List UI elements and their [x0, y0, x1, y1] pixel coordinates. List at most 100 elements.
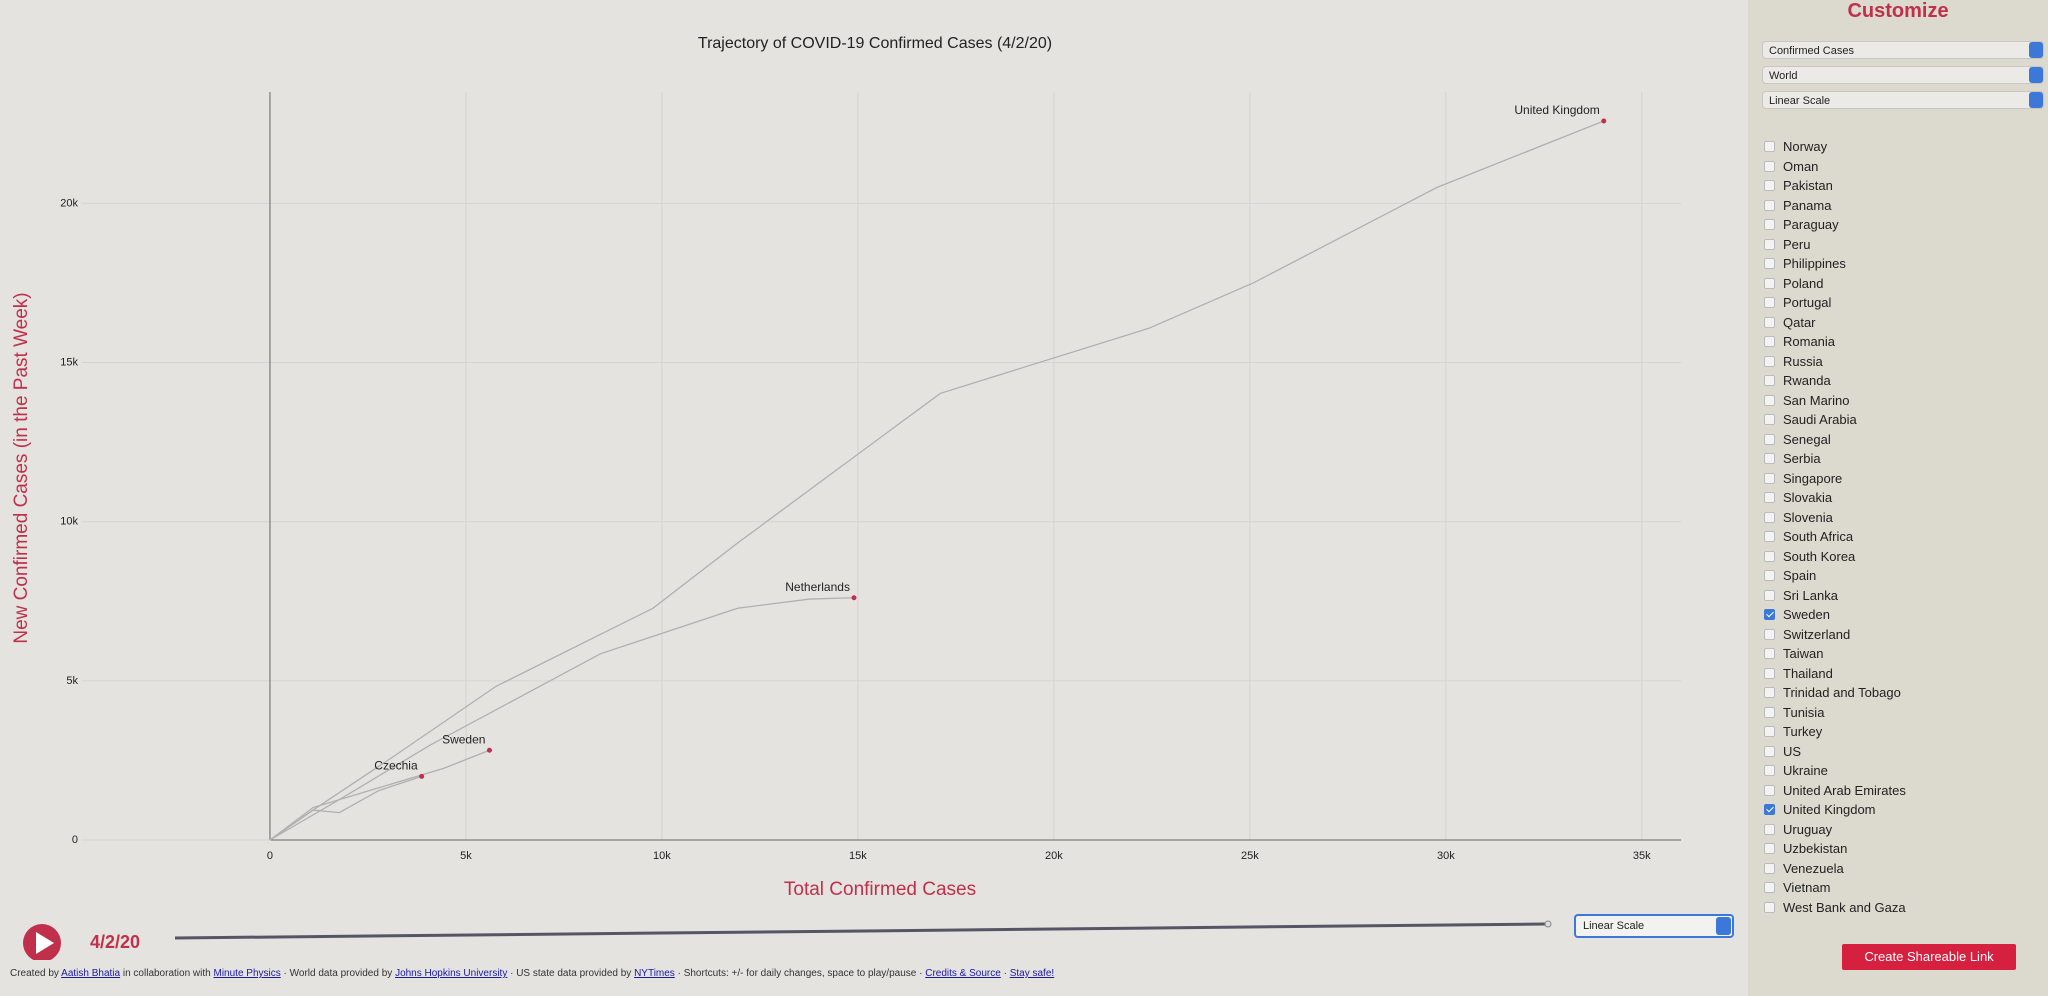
country-option[interactable]: United Arab Emirates [1764, 781, 1906, 800]
checkbox[interactable] [1764, 375, 1775, 386]
country-option[interactable]: Saudi Arabia [1764, 410, 1857, 429]
country-option[interactable]: Venezuela [1764, 859, 1844, 878]
country-option[interactable]: Paraguay [1764, 215, 1839, 234]
checkbox[interactable] [1764, 316, 1775, 328]
country-option[interactable]: Romania [1764, 332, 1835, 351]
checkbox[interactable] [1764, 901, 1775, 913]
country-option[interactable]: Singapore [1764, 469, 1842, 488]
country-option[interactable]: Taiwan [1764, 644, 1823, 663]
country-option[interactable]: Norway [1764, 137, 1827, 156]
checkbox[interactable] [1764, 687, 1775, 698]
country-option[interactable]: South Africa [1764, 527, 1853, 546]
country-option[interactable]: United Kingdom [1764, 800, 1876, 819]
scale-select[interactable] [1574, 914, 1734, 938]
checkbox[interactable] [1764, 394, 1775, 406]
checkbox[interactable] [1764, 862, 1775, 874]
checkbox[interactable] [1764, 492, 1775, 503]
country-option[interactable]: Senegal [1764, 430, 1831, 449]
time-slider[interactable] [174, 922, 1546, 940]
checkbox[interactable] [1764, 238, 1775, 250]
checkbox[interactable] [1764, 882, 1775, 893]
checkbox[interactable] [1764, 765, 1775, 776]
country-option[interactable]: Sri Lanka [1764, 586, 1838, 605]
checkbox[interactable] [1764, 570, 1775, 581]
country-option[interactable]: Tunisia [1764, 703, 1824, 722]
checkbox[interactable] [1764, 745, 1775, 757]
checkbox[interactable] [1764, 141, 1775, 152]
footer-link[interactable]: Johns Hopkins University [395, 968, 508, 979]
country-option[interactable]: Poland [1764, 274, 1823, 293]
country-option[interactable]: Slovakia [1764, 488, 1832, 507]
checkbox[interactable] [1764, 804, 1775, 815]
checkbox[interactable] [1764, 784, 1775, 796]
country-option[interactable]: US [1764, 742, 1801, 761]
checkbox[interactable] [1764, 355, 1775, 367]
country-option[interactable]: Slovenia [1764, 508, 1833, 527]
footer-link[interactable]: Credits & Source [925, 968, 1001, 979]
country-option[interactable]: Uruguay [1764, 820, 1832, 839]
country-option[interactable]: Russia [1764, 352, 1823, 371]
country-option[interactable]: South Korea [1764, 547, 1855, 566]
country-option[interactable]: Portugal [1764, 293, 1831, 312]
slider-thumb[interactable] [1544, 920, 1552, 928]
country-name: Slovenia [1783, 509, 1833, 525]
checkbox[interactable] [1764, 453, 1775, 464]
sidebar-select[interactable]: Linear Scale [1762, 91, 2044, 109]
sidebar-select[interactable]: World [1762, 66, 2044, 84]
checkbox[interactable] [1764, 258, 1775, 269]
checkbox[interactable] [1764, 219, 1775, 230]
checkbox[interactable] [1764, 433, 1775, 445]
checkbox[interactable] [1764, 667, 1775, 679]
country-option[interactable]: Qatar [1764, 313, 1816, 332]
country-option[interactable]: Serbia [1764, 449, 1821, 468]
checkbox[interactable] [1764, 336, 1775, 347]
country-option[interactable]: Uzbekistan [1764, 839, 1847, 858]
country-option[interactable]: Philippines [1764, 254, 1846, 273]
checkbox[interactable] [1764, 414, 1775, 425]
checkbox[interactable] [1764, 706, 1775, 718]
checkbox[interactable] [1764, 726, 1775, 737]
footer-link[interactable]: Aatish Bhatia [61, 968, 121, 979]
country-option[interactable]: Pakistan [1764, 176, 1833, 195]
country-option[interactable]: Ukraine [1764, 761, 1828, 780]
checkbox[interactable] [1764, 511, 1775, 523]
country-option[interactable]: West Bank and Gaza [1764, 898, 1906, 917]
country-name: Pakistan [1783, 178, 1833, 193]
checkbox[interactable] [1764, 472, 1775, 484]
country-option[interactable]: Sweden [1764, 605, 1830, 624]
checkbox[interactable] [1764, 823, 1775, 835]
sidebar-select[interactable]: Confirmed Cases [1762, 41, 2044, 59]
country-option[interactable]: San Marino [1764, 391, 1849, 410]
checkbox[interactable] [1764, 609, 1775, 620]
country-name: US [1783, 743, 1802, 759]
checkbox[interactable] [1764, 180, 1775, 191]
country-option[interactable]: Oman [1764, 157, 1818, 176]
country-option[interactable]: Peru [1764, 235, 1810, 254]
footer-link[interactable]: NYTimes [634, 968, 675, 979]
checkbox[interactable] [1764, 648, 1775, 659]
country-option[interactable]: Panama [1764, 196, 1831, 215]
checkbox[interactable] [1764, 843, 1775, 854]
country-option[interactable]: Trinidad and Tobago [1764, 683, 1901, 702]
country-name: Sri Lanka [1783, 587, 1838, 603]
checkbox[interactable] [1764, 297, 1775, 308]
checkbox[interactable] [1764, 589, 1775, 601]
checkbox[interactable] [1764, 628, 1775, 640]
country-option[interactable]: Turkey [1764, 722, 1822, 741]
select-arrow [2029, 67, 2043, 83]
footer-link[interactable]: Stay safe! [1009, 968, 1055, 979]
country-option[interactable]: Switzerland [1764, 625, 1850, 644]
checkbox[interactable] [1764, 160, 1775, 172]
checkbox[interactable] [1764, 277, 1775, 289]
checkbox[interactable] [1764, 531, 1775, 542]
chart: Trajectory of COVID-19 Confirmed Cases (… [11, 35, 1734, 960]
footer-link[interactable]: Minute Physics [213, 968, 281, 979]
share-button[interactable]: Create Shareable Link [1842, 944, 2016, 970]
country-option[interactable]: Rwanda [1764, 371, 1831, 390]
checkbox[interactable] [1764, 199, 1775, 211]
checkbox[interactable] [1764, 550, 1775, 562]
country-option[interactable]: Vietnam [1764, 878, 1830, 897]
country-option[interactable]: Spain [1764, 566, 1816, 585]
country-option[interactable]: Thailand [1764, 664, 1833, 683]
